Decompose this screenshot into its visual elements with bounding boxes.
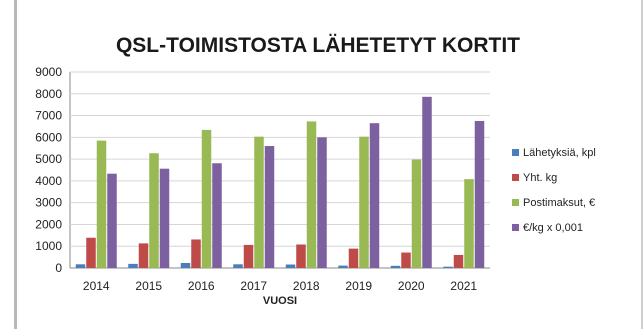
x-tick-label: 2015 xyxy=(135,279,162,293)
bar xyxy=(264,146,275,268)
bars xyxy=(75,96,485,269)
x-tick-label: 2021 xyxy=(450,279,477,293)
bar xyxy=(317,137,327,268)
bar xyxy=(411,159,422,268)
y-tick-label: 2000 xyxy=(35,217,62,231)
bar xyxy=(75,264,86,268)
bar xyxy=(96,140,107,268)
x-tick-label: 2017 xyxy=(240,279,267,293)
x-tick-label: 2014 xyxy=(83,279,110,293)
y-tick-label: 8000 xyxy=(35,87,62,101)
legend: Lähetyksiä, kpl Yht. kg Postimaksut, € €/kg… xyxy=(512,147,596,234)
right-border-rule xyxy=(641,0,643,329)
legend-label: €/kg x 0,001 xyxy=(523,222,583,234)
bar xyxy=(453,254,464,268)
bar xyxy=(401,252,411,268)
legend-label: Yht. kg xyxy=(523,172,557,184)
bar xyxy=(443,266,453,268)
bar xyxy=(390,265,401,268)
x-axis-label: VUOSI xyxy=(263,295,297,307)
bar xyxy=(191,239,201,268)
x-tick-label: 2018 xyxy=(293,279,320,293)
bar xyxy=(107,173,117,268)
bar xyxy=(201,129,212,268)
bar xyxy=(306,121,317,269)
y-tick-label: 4000 xyxy=(35,174,62,188)
bar xyxy=(138,243,149,268)
legend-label: Postimaksut, € xyxy=(523,197,595,209)
left-border-rule xyxy=(14,0,17,329)
legend-swatch xyxy=(512,149,519,156)
bar xyxy=(243,244,254,268)
bar xyxy=(149,153,159,268)
bar xyxy=(285,264,296,268)
bar xyxy=(464,179,474,268)
bar xyxy=(159,168,170,268)
y-tick-label: 0 xyxy=(55,261,62,275)
y-tick-label: 5000 xyxy=(35,152,62,166)
bar xyxy=(212,163,222,268)
bar xyxy=(254,136,264,268)
x-tick-labels: 2014 2015 2016 2017 2018 2019 2020 2021 xyxy=(83,279,478,293)
y-tick-labels: 0 1000 2000 3000 4000 5000 6000 7000 8000 9000 xyxy=(35,65,62,275)
bar xyxy=(359,136,369,268)
y-tick-label: 9000 xyxy=(35,65,62,79)
chart-title: QSL-TOIMISTOSTA LÄHETETYT KORTIT xyxy=(116,34,520,57)
bar xyxy=(296,244,306,268)
y-tick-label: 7000 xyxy=(35,109,62,123)
bar xyxy=(348,248,359,268)
bar xyxy=(233,264,243,268)
y-tick-label: 6000 xyxy=(35,130,62,144)
bar xyxy=(369,123,380,268)
x-tick-label: 2016 xyxy=(188,279,215,293)
y-tick-label: 3000 xyxy=(35,196,62,210)
bar xyxy=(474,121,485,268)
bar xyxy=(86,237,96,268)
legend-label: Lähetyksiä, kpl xyxy=(523,147,596,159)
y-tick-label: 1000 xyxy=(35,239,62,253)
bar xyxy=(180,262,191,268)
legend-swatch xyxy=(512,224,519,231)
legend-swatch xyxy=(512,199,519,206)
bar xyxy=(128,263,138,268)
bar xyxy=(422,96,432,269)
legend-swatch xyxy=(512,174,519,181)
bar xyxy=(338,265,348,268)
x-tick-label: 2019 xyxy=(345,279,372,293)
x-tick-label: 2020 xyxy=(398,279,425,293)
